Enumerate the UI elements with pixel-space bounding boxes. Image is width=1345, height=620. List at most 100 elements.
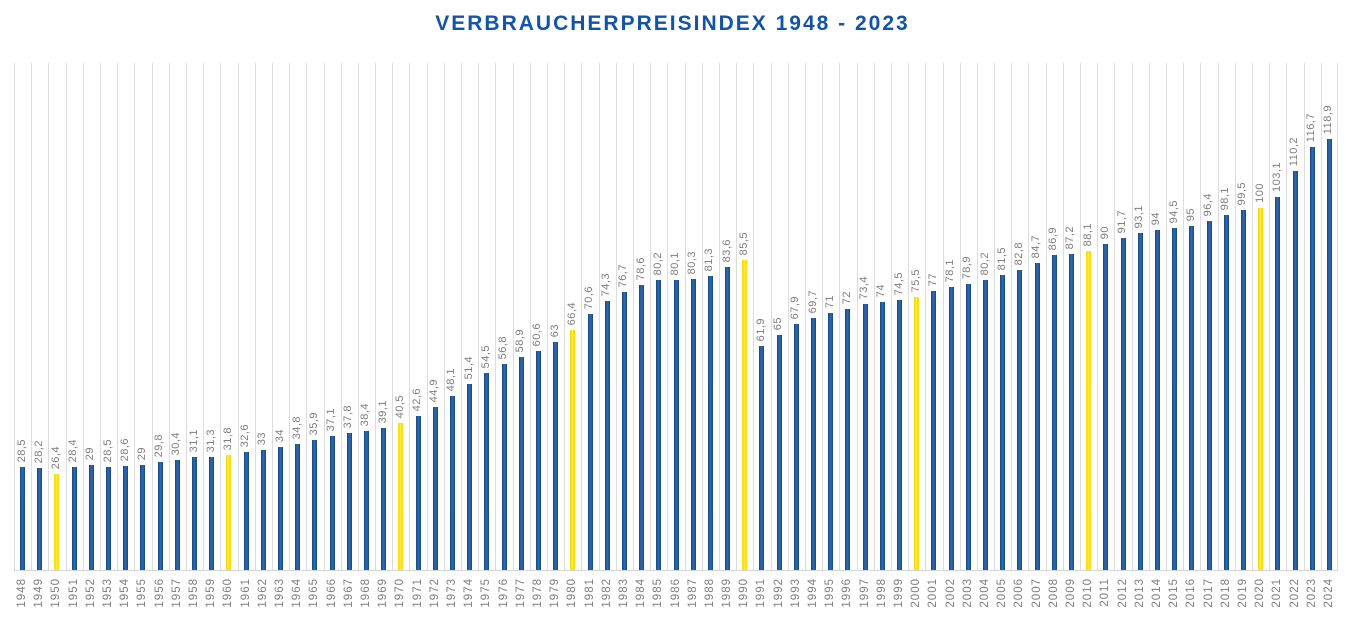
x-tick-label: 2014 bbox=[1150, 578, 1163, 608]
category-gridline bbox=[702, 63, 703, 570]
bar-2020 bbox=[1258, 208, 1264, 570]
category-gridline bbox=[599, 63, 600, 570]
x-tick-label: 1978 bbox=[531, 578, 544, 608]
value-label: 26,4 bbox=[49, 445, 62, 469]
category-gridline bbox=[238, 63, 239, 570]
category-gridline bbox=[186, 63, 187, 570]
bar-1959 bbox=[209, 457, 215, 570]
value-label: 85,5 bbox=[737, 231, 750, 255]
x-tick-label: 1985 bbox=[652, 578, 665, 608]
category-gridline bbox=[822, 63, 823, 570]
category-gridline bbox=[513, 63, 514, 570]
category-gridline bbox=[48, 63, 49, 570]
value-label: 103,1 bbox=[1270, 161, 1283, 192]
x-tick-label: 2017 bbox=[1202, 578, 1215, 608]
x-tick-label: 2015 bbox=[1168, 578, 1181, 608]
category-gridline bbox=[203, 63, 204, 570]
bar-1977 bbox=[518, 357, 524, 570]
value-label: 88,1 bbox=[1081, 222, 1094, 246]
value-label: 100 bbox=[1253, 183, 1266, 203]
bar-1961 bbox=[243, 452, 249, 570]
bar-1980 bbox=[570, 330, 576, 570]
x-tick-label: 1982 bbox=[600, 578, 613, 608]
x-tick-label: 1962 bbox=[256, 578, 269, 608]
x-tick-label: 2022 bbox=[1288, 578, 1301, 608]
x-tick-label: 2013 bbox=[1133, 578, 1146, 608]
value-label: 78,9 bbox=[961, 255, 974, 279]
x-tick-label: 2005 bbox=[996, 578, 1009, 608]
x-tick-label: 2003 bbox=[961, 578, 974, 608]
value-label: 77 bbox=[926, 272, 939, 286]
category-gridline bbox=[564, 63, 565, 570]
category-gridline bbox=[667, 63, 668, 570]
category-gridline bbox=[427, 63, 428, 570]
category-gridline bbox=[152, 63, 153, 570]
category-gridline bbox=[943, 63, 944, 570]
value-label: 94 bbox=[1150, 211, 1163, 225]
value-label: 99,5 bbox=[1236, 181, 1249, 205]
category-gridline bbox=[1218, 63, 1219, 570]
category-gridline bbox=[977, 63, 978, 570]
bar-1994 bbox=[811, 318, 817, 570]
category-gridline bbox=[1114, 63, 1115, 570]
bar-1967 bbox=[346, 433, 352, 570]
category-gridline bbox=[1286, 63, 1287, 570]
x-tick-label: 1980 bbox=[566, 578, 579, 608]
x-tick-label: 1990 bbox=[738, 578, 751, 608]
x-tick-label: 1949 bbox=[33, 578, 46, 608]
x-tick-label: 2019 bbox=[1236, 578, 1249, 608]
bar-2012 bbox=[1120, 238, 1126, 570]
x-tick-label: 1979 bbox=[549, 578, 562, 608]
bar-2018 bbox=[1223, 215, 1229, 570]
category-gridline bbox=[1080, 63, 1081, 570]
value-label: 28,2 bbox=[32, 439, 45, 463]
category-gridline bbox=[530, 63, 531, 570]
value-label: 34,8 bbox=[290, 415, 303, 439]
value-label: 87,2 bbox=[1064, 225, 1077, 249]
bar-1989 bbox=[725, 267, 731, 570]
value-label: 80,1 bbox=[669, 251, 681, 275]
value-label: 56,8 bbox=[497, 335, 510, 359]
value-label: 29,8 bbox=[153, 433, 166, 457]
bar-2011 bbox=[1103, 244, 1109, 570]
plot-area: 28,5 1948 28,2 1949 26,4 1950 28,4 1951 29 1952 28… bbox=[14, 63, 1338, 608]
category-gridline bbox=[1252, 63, 1253, 570]
category-gridline bbox=[788, 63, 789, 570]
bar-1954 bbox=[123, 466, 129, 570]
value-label: 74,5 bbox=[892, 271, 905, 295]
value-label: 32,6 bbox=[239, 423, 252, 447]
x-tick-label: 1976 bbox=[497, 578, 510, 608]
bar-1986 bbox=[673, 280, 679, 570]
x-tick-label: 1994 bbox=[807, 578, 820, 608]
x-tick-label: 1963 bbox=[274, 578, 287, 608]
category-gridline bbox=[1166, 63, 1167, 570]
bar-2022 bbox=[1292, 171, 1298, 570]
bar-2002 bbox=[948, 287, 954, 570]
x-tick-label: 1950 bbox=[50, 578, 63, 608]
category-gridline bbox=[255, 63, 256, 570]
bar-2021 bbox=[1275, 197, 1281, 570]
bar-1985 bbox=[656, 280, 662, 570]
category-gridline bbox=[616, 63, 617, 570]
value-label: 98,1 bbox=[1219, 186, 1232, 210]
x-tick-label: 2016 bbox=[1185, 578, 1198, 608]
bar-1990 bbox=[742, 260, 748, 570]
x-tick-label: 1959 bbox=[205, 578, 218, 608]
value-label: 42,6 bbox=[411, 387, 424, 411]
bar-2004 bbox=[983, 280, 988, 570]
bar-2014 bbox=[1154, 230, 1160, 570]
value-label: 61,9 bbox=[754, 317, 767, 341]
bar-1964 bbox=[295, 444, 301, 570]
x-tick-label: 1960 bbox=[222, 578, 235, 608]
category-gridline bbox=[306, 63, 307, 570]
x-tick-label: 1984 bbox=[635, 578, 648, 608]
x-tick-label: 1987 bbox=[686, 578, 699, 608]
bar-2006 bbox=[1017, 270, 1023, 570]
value-label: 63 bbox=[548, 323, 561, 337]
category-gridline bbox=[1063, 63, 1064, 570]
x-tick-label: 1957 bbox=[170, 578, 183, 608]
value-label: 44,9 bbox=[428, 378, 441, 402]
bar-1960 bbox=[226, 455, 232, 570]
bar-1957 bbox=[174, 460, 180, 570]
category-gridline bbox=[31, 63, 32, 570]
